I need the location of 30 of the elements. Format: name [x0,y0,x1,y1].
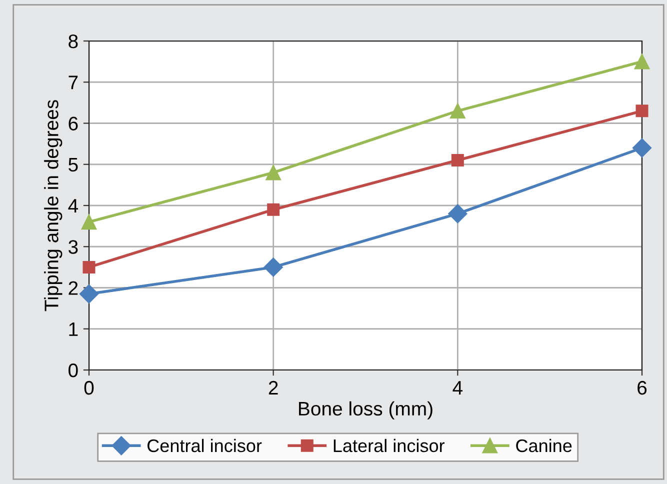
y-tick-label: 4 [68,199,78,213]
x-tick-label: 4 [452,381,463,395]
point [81,214,97,230]
y-tick-label: 0 [68,363,78,378]
point [450,103,466,119]
y-tick-label: 3 [68,240,78,254]
point [264,258,283,277]
y-tick-label: 2 [68,281,78,295]
x-tick-label: 2 [268,380,278,395]
point [451,154,464,167]
y-axis-title: Tipping angle in degrees [44,100,62,312]
y-tick-label: 5 [68,158,78,172]
point [634,54,650,70]
legend-label: Canine [516,438,572,452]
point [266,164,281,180]
y-tick-label: 1 [69,322,78,336]
y-tick-label: 7 [68,76,78,90]
point [267,203,280,216]
y-tick-label: 8 [68,34,78,48]
point [448,204,468,224]
point [632,138,652,158]
point [82,260,96,274]
x-tick-label: 6 [638,380,647,395]
y-tick-label: 6 [68,116,78,130]
legend-label: Lateral incisor [334,438,445,452]
legend-label: Central incisor [148,438,262,452]
point [79,284,99,304]
point [636,104,648,118]
x-tick-label: 0 [84,380,94,395]
x-axis-title: Bone loss (mm) [299,401,432,420]
